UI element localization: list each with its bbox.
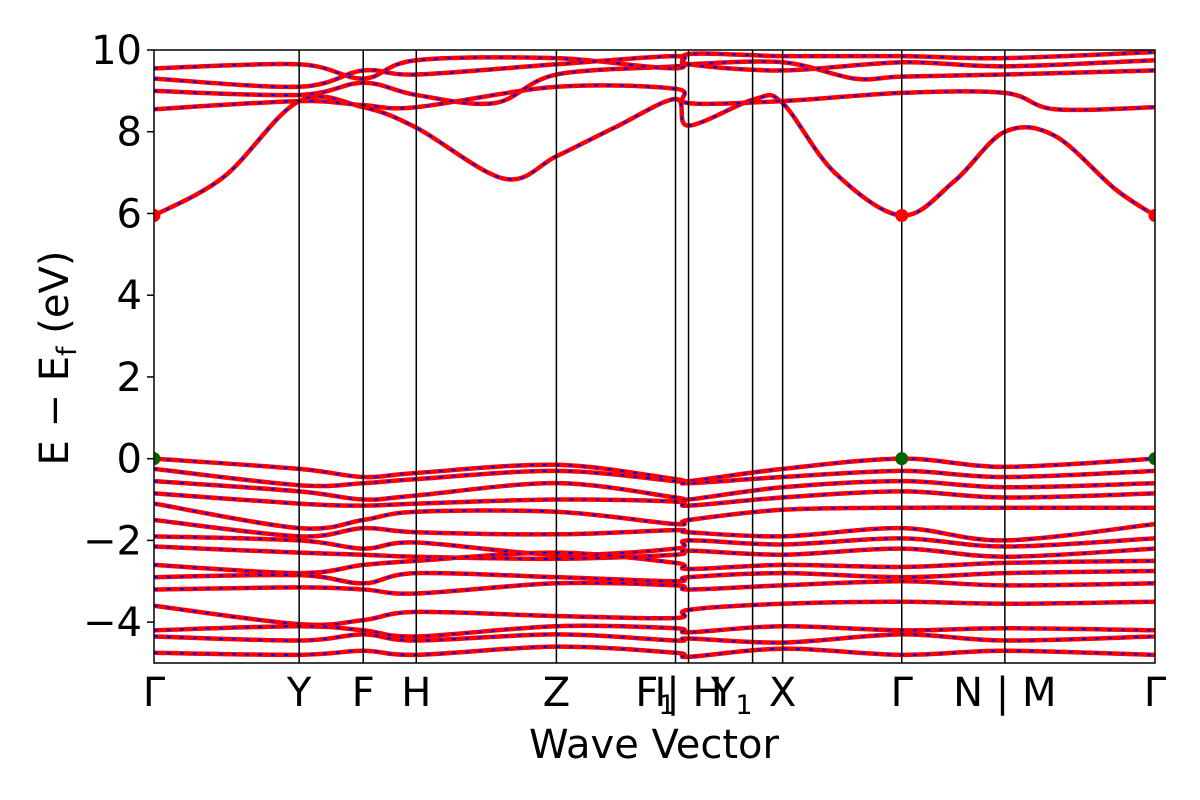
x-tick-label-11: Γ [1144,670,1167,716]
extremum-marker-2 [1148,209,1155,223]
x-tick-label-0: Γ [143,670,166,716]
y-axis: 10 8 6 4 2 0 −2 −4 [83,28,154,646]
y-tick-label-5: 0 [117,437,142,483]
extremum-marker-3 [154,452,161,466]
markers-layer [154,209,1155,466]
x-tick-label-5: F1 [635,670,675,721]
band-line-dashed-1 [154,84,1155,111]
x-tick-label-4: Z [543,670,570,716]
y-tick-label-1: 8 [117,110,142,156]
x-tick-label-3: H [401,670,431,716]
extremum-marker-4 [895,452,909,466]
x-tick-label-2: F [352,670,375,716]
y-tick-label-6: −2 [83,518,142,564]
x-tick-label-10: N | M [953,670,1056,716]
x-tick-label-6: I| H [654,670,722,716]
extremum-marker-1 [895,209,909,223]
y-axis-title: E − Ef (eV) [32,251,83,466]
x-tick-label-8: X [769,670,796,716]
y-tick-label-2: 6 [117,191,142,237]
plot-frame [153,49,1156,664]
x-tick-label-7: Y1 [710,670,753,721]
kpoint-lines [298,50,1006,663]
y-tick-label-4: 2 [117,355,142,401]
extremum-marker-0 [154,209,161,223]
band-line-dashed-7 [154,480,1155,502]
x-tick-label-1: Y [286,670,312,716]
y-tick-label-3: 4 [117,273,142,319]
y-tick-label-0: 10 [91,28,142,74]
y-tick-label-7: −4 [83,600,142,646]
x-axis: Γ Y F H Z F1I| HY1 X Γ N | M Γ [143,670,1167,721]
x-tick-label-9: Γ [891,670,914,716]
x-axis-title: Wave Vector [529,722,780,768]
extremum-marker-5 [1148,452,1155,466]
